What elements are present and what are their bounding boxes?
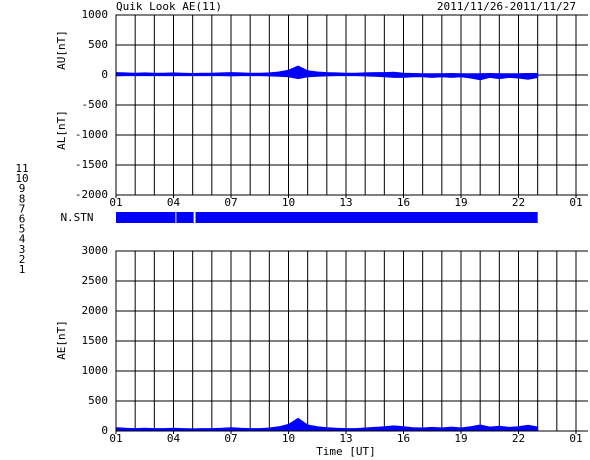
y-tick-label: 2000 <box>82 304 109 317</box>
station-number: 4 <box>19 233 26 246</box>
y-tick-label: 3000 <box>82 244 109 257</box>
x-tick-label: 04 <box>167 432 181 445</box>
x-tick-label: 04 <box>167 196 181 209</box>
station-number: 7 <box>19 202 26 215</box>
x-tick-label: 19 <box>454 196 467 209</box>
station-number: 1 <box>19 263 26 276</box>
x-tick-label: 19 <box>454 432 467 445</box>
x-tick-label: 22 <box>512 432 525 445</box>
station-number: 5 <box>19 223 26 236</box>
x-axis-label: Time [UT] <box>316 445 376 458</box>
chart-title: Quik Look AE(11) <box>116 0 222 13</box>
station-number: 3 <box>19 243 26 256</box>
y-tick-label: 1000 <box>82 8 109 21</box>
y-tick-label: 1000 <box>82 364 109 377</box>
nstn-segment <box>116 212 176 223</box>
x-tick-label: 16 <box>397 196 410 209</box>
x-tick-label: 13 <box>339 196 352 209</box>
x-tick-label: 10 <box>282 432 295 445</box>
nstn-label: N.STN <box>60 211 93 224</box>
y-tick-label: -1000 <box>75 128 108 141</box>
date-range: 2011/11/26-2011/11/27 <box>437 0 576 13</box>
y-tick-label: 0 <box>101 424 108 437</box>
y-tick-label: -1500 <box>75 158 108 171</box>
y-tick-label: 500 <box>88 394 108 407</box>
y-axis-label: AL[nT] <box>55 110 68 150</box>
x-tick-label: 01 <box>569 432 582 445</box>
y-tick-label: -500 <box>82 98 109 111</box>
nstn-segment <box>176 212 194 223</box>
station-number: 8 <box>19 192 26 205</box>
station-number: 6 <box>19 213 26 226</box>
x-tick-label: 22 <box>512 196 525 209</box>
station-number: 11 <box>15 162 28 175</box>
x-tick-label: 07 <box>224 196 237 209</box>
y-tick-label: -2000 <box>75 188 108 201</box>
area <box>115 74 539 81</box>
plot-frame <box>115 250 577 432</box>
y-axis-label: AE[nT] <box>55 320 68 360</box>
x-tick-label: 16 <box>397 432 410 445</box>
station-number: 10 <box>15 172 28 185</box>
station-number: 2 <box>19 253 26 266</box>
y-tick-label: 1500 <box>82 334 109 347</box>
area <box>115 65 539 76</box>
y-tick-label: 2500 <box>82 274 109 287</box>
x-tick-label: 10 <box>282 196 295 209</box>
x-tick-label: 07 <box>224 432 237 445</box>
y-tick-label: 0 <box>101 68 108 81</box>
plot-frame <box>115 14 577 196</box>
x-tick-label: 13 <box>339 432 352 445</box>
x-tick-label: 01 <box>109 196 122 209</box>
x-tick-label: 01 <box>569 196 582 209</box>
station-number: 9 <box>19 182 26 195</box>
y-axis-label: AU[nT] <box>55 30 68 70</box>
y-tick-label: 500 <box>88 38 108 51</box>
area <box>115 417 539 432</box>
x-tick-label: 01 <box>109 432 122 445</box>
nstn-segment <box>195 212 538 223</box>
